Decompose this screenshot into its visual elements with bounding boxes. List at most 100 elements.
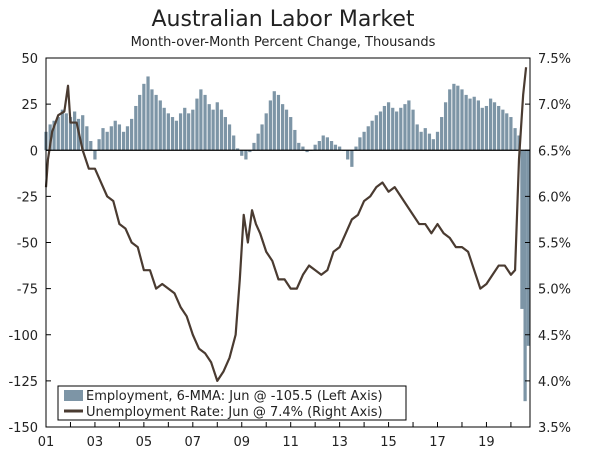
employment-bar — [89, 141, 93, 151]
employment-bar — [64, 113, 68, 151]
employment-bar — [178, 113, 183, 151]
employment-bar — [187, 113, 191, 151]
employment-bar — [382, 105, 387, 151]
employment-bar — [150, 89, 154, 151]
employment-bar — [423, 128, 427, 151]
employment-bar — [472, 96, 476, 151]
x-tick-label: 17 — [429, 435, 446, 450]
employment-bar — [317, 141, 321, 151]
employment-bar — [284, 109, 289, 151]
employment-bar — [117, 124, 122, 151]
employment-bar — [460, 89, 464, 151]
employment-bar — [60, 109, 65, 151]
employment-bar — [170, 117, 175, 151]
employment-bar — [505, 113, 509, 151]
employment-bar — [366, 126, 370, 151]
employment-bar — [464, 94, 468, 151]
employment-bar — [321, 135, 325, 151]
right-tick-label: 5.0% — [538, 283, 571, 298]
employment-bar — [391, 107, 395, 151]
employment-bar — [407, 100, 411, 151]
legend-label-unemployment: Unemployment Rate: Jun @ 7.4% (Right Axi… — [86, 405, 383, 420]
x-tick-label: 05 — [136, 435, 153, 450]
employment-bar — [73, 111, 77, 151]
employment-bar — [456, 85, 460, 151]
employment-bar — [403, 104, 407, 151]
employment-bar — [386, 102, 391, 151]
employment-bar — [338, 146, 342, 151]
employment-bar — [223, 117, 227, 151]
employment-bar — [130, 118, 134, 151]
left-tick-label: -50 — [17, 237, 38, 252]
employment-bar — [415, 124, 419, 151]
employment-bar — [399, 107, 403, 151]
employment-bar — [227, 124, 232, 151]
employment-bars — [44, 76, 530, 402]
x-tick-label: 07 — [185, 435, 202, 450]
employment-bar — [158, 100, 162, 151]
employment-bar — [264, 113, 268, 151]
employment-bar — [240, 150, 244, 156]
left-tick-label: -25 — [17, 190, 38, 205]
employment-bar — [329, 141, 334, 151]
unemployment-line — [44, 67, 528, 382]
left-tick-label: 25 — [21, 98, 38, 113]
employment-bar — [93, 150, 97, 160]
employment-bar — [476, 100, 480, 151]
employment-bar — [105, 131, 109, 151]
employment-bar — [232, 135, 236, 151]
employment-bar — [297, 142, 301, 151]
employment-bar — [235, 148, 240, 151]
legend-swatch-employment — [64, 390, 83, 401]
left-tick-label: 50 — [21, 52, 38, 67]
employment-bar — [480, 107, 484, 151]
chart-subtitle: Month-over-Month Percent Change, Thousan… — [131, 35, 436, 50]
employment-bar — [452, 83, 456, 151]
employment-bar — [431, 139, 435, 151]
employment-bar — [207, 104, 211, 151]
employment-bar — [101, 128, 105, 151]
employment-bar — [113, 120, 117, 151]
employment-bar — [443, 102, 448, 151]
employment-bar — [362, 131, 366, 151]
employment-bar — [346, 150, 350, 160]
left-tick-label: -150 — [8, 421, 38, 436]
employment-bar — [215, 102, 219, 151]
x-tick-label: 13 — [331, 435, 348, 450]
right-axis: 7.5% 7.0% 6.5% 6.0% 5.5% 5.0% 4.5% 4.0% 3.5% — [525, 52, 571, 436]
employment-bar — [244, 150, 248, 160]
employment-bar — [374, 115, 378, 151]
employment-bar — [523, 150, 527, 402]
employment-bar — [313, 144, 317, 151]
x-tick-label: 11 — [282, 435, 299, 450]
x-tick-label: 09 — [233, 435, 250, 450]
left-tick-label: -125 — [8, 375, 38, 390]
employment-bar — [289, 117, 293, 151]
employment-bar — [252, 142, 256, 151]
employment-bar — [301, 146, 305, 151]
left-tick-label: -100 — [8, 329, 38, 344]
right-tick-label: 4.0% — [538, 375, 571, 390]
employment-bar — [56, 117, 60, 151]
employment-bar — [448, 89, 452, 151]
employment-bar — [488, 98, 493, 151]
employment-bar — [370, 120, 374, 151]
employment-bar — [183, 107, 187, 151]
employment-bar — [154, 94, 158, 151]
employment-bar — [435, 131, 440, 151]
legend-box — [57, 385, 407, 421]
employment-bar — [427, 133, 432, 151]
employment-bar — [276, 94, 281, 151]
right-tick-label: 3.5% — [538, 421, 571, 436]
employment-bar — [195, 98, 199, 151]
employment-bar — [268, 100, 272, 151]
x-axis: 01 03 05 07 09 11 13 15 17 19 — [38, 422, 512, 450]
x-tick-label: 01 — [38, 435, 55, 450]
employment-bar — [293, 129, 297, 151]
employment-bar — [203, 94, 207, 151]
right-tick-label: 7.0% — [538, 98, 571, 113]
right-tick-label: 6.0% — [538, 190, 571, 205]
employment-bar — [354, 146, 358, 151]
